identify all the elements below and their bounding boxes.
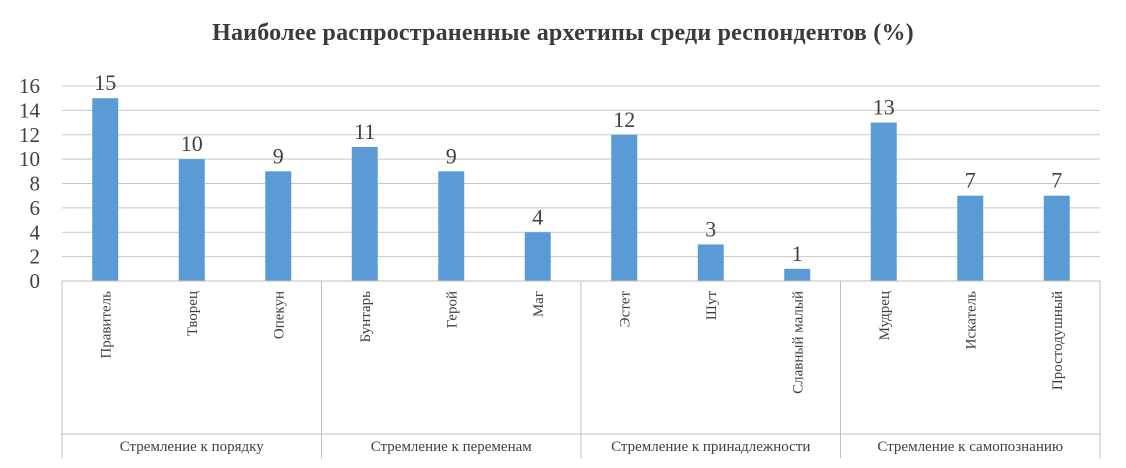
data-label: 1 (792, 241, 803, 266)
category-label: Герой (444, 291, 460, 328)
data-label: 7 (965, 168, 976, 193)
y-tick-label: 6 (30, 196, 41, 220)
bar (784, 268, 811, 281)
y-tick-label: 4 (30, 220, 41, 244)
bar (870, 122, 897, 281)
bar (611, 134, 638, 281)
y-tick-label: 12 (19, 123, 40, 147)
category-label: Творец (185, 291, 201, 336)
bar (92, 98, 119, 281)
bar (524, 232, 551, 281)
bar (265, 171, 292, 281)
data-label: 13 (873, 95, 895, 120)
bar (438, 171, 465, 281)
y-tick-label: 14 (19, 98, 41, 122)
x-axis: Правитель Творец Опекун Бунтарь Герой Маг Эсте… (61, 280, 1101, 458)
category-label: Простодушный (1050, 291, 1066, 390)
group-label: Стремление к принадлежности (611, 439, 810, 455)
y-tick-label: 10 (19, 147, 40, 171)
category-label: Мудрец (877, 291, 893, 340)
data-label: 4 (532, 204, 543, 229)
y-tick-label: 8 (30, 172, 41, 196)
bar (697, 244, 724, 281)
data-label: 7 (1051, 168, 1062, 193)
data-label: 15 (94, 70, 116, 95)
bar (351, 146, 378, 281)
category-label: Славный малый (790, 291, 806, 394)
data-label: 12 (613, 107, 635, 132)
category-label: Маг (531, 291, 547, 317)
group-label: Стремление к порядку (120, 439, 264, 455)
bars: 15 10 9 11 9 4 12 3 1 13 7 7 (92, 70, 1070, 281)
chart-title: Наиболее распространенные архетипы среди… (212, 20, 914, 46)
group-label: Стремление к самопознанию (877, 439, 1063, 455)
data-label: 10 (181, 131, 203, 156)
data-label: 9 (446, 143, 457, 168)
y-tick-label: 16 (19, 74, 40, 98)
category-label: Шут (704, 291, 720, 321)
data-label: 3 (705, 216, 716, 241)
data-label: 9 (273, 143, 284, 168)
data-label: 11 (354, 119, 375, 144)
category-label: Опекун (271, 291, 287, 339)
group-label: Стремление к переменам (371, 439, 533, 455)
category-label: Искатель (963, 291, 979, 350)
bar (178, 159, 205, 281)
y-tick-label: 0 (30, 269, 41, 293)
category-label: Правитель (98, 291, 114, 359)
gridlines (62, 85, 1100, 282)
bar (1043, 195, 1070, 281)
bar (957, 195, 984, 281)
y-tick-label: 2 (30, 245, 41, 269)
category-label: Эстет (617, 291, 633, 328)
category-label: Бунтарь (358, 291, 374, 343)
